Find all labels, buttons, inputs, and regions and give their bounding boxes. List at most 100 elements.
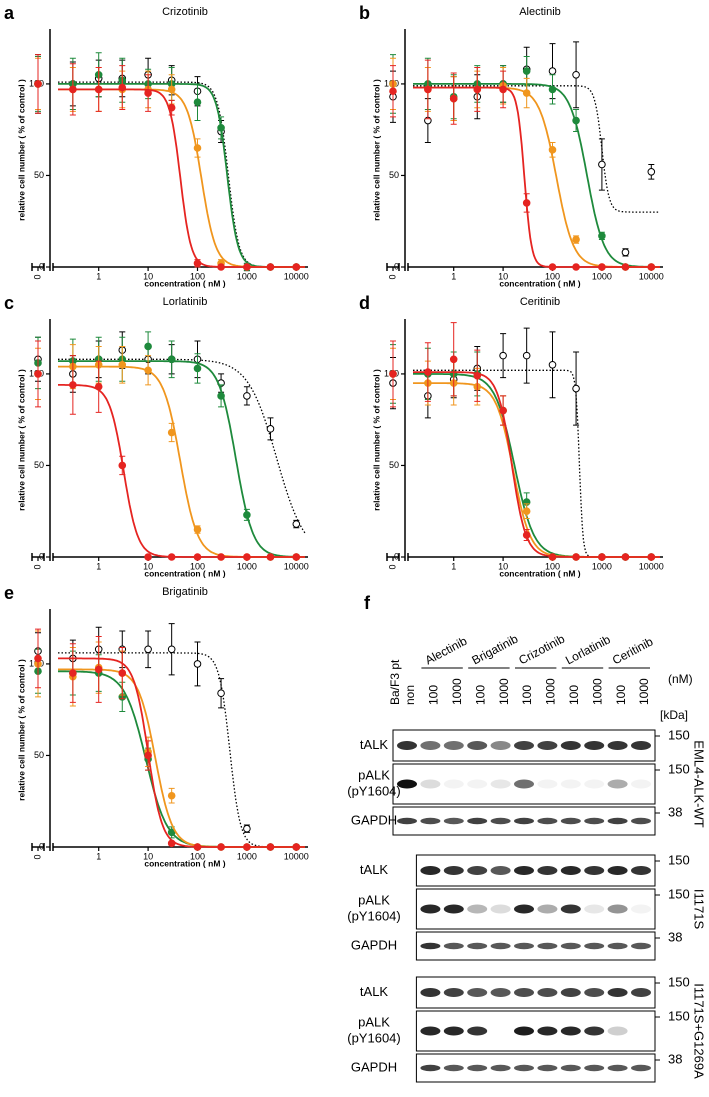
data-point: [193, 98, 202, 107]
data-point: [34, 80, 42, 88]
data-point: [94, 665, 103, 674]
band: [607, 779, 628, 789]
y-tick-label: 50: [389, 460, 399, 470]
band: [514, 1064, 534, 1072]
data-point: [572, 553, 580, 561]
fit-curve: [58, 657, 305, 848]
data-point: [243, 824, 251, 833]
band: [443, 988, 464, 997]
band: [560, 904, 581, 914]
x-tick-label: 1: [96, 851, 101, 861]
data-point: [118, 360, 127, 369]
data-point: [621, 248, 630, 257]
data-point: [499, 351, 507, 360]
x-tick-label: 100: [545, 561, 560, 571]
x-tick-label: 10000: [284, 271, 309, 281]
band: [560, 1026, 581, 1036]
data-point: [292, 553, 301, 561]
chart-title: Ceritinib: [520, 296, 560, 308]
band: [443, 1064, 464, 1072]
y-tick-label: 0: [39, 261, 44, 271]
band: [467, 904, 488, 914]
dose-label: 100: [473, 685, 487, 705]
dose-label: 1000: [544, 678, 558, 705]
band: [560, 866, 581, 875]
band: [467, 817, 488, 825]
band: [420, 904, 441, 914]
dose-label: 100: [520, 685, 534, 705]
fit-curve: [58, 358, 306, 534]
mw-unit: [kDa]: [660, 708, 688, 722]
data-point: [266, 553, 275, 561]
band: [420, 817, 441, 825]
dose-unit: (nM): [668, 672, 693, 686]
y-axis-label: relative cell number ( % of control ): [16, 659, 26, 801]
fit-curve: [413, 382, 660, 558]
band: [490, 988, 511, 997]
band: [443, 779, 464, 789]
data-point: [243, 392, 251, 400]
band: [420, 779, 441, 789]
x-tick-label: 10000: [639, 271, 664, 281]
x-tick-label: 1000: [592, 561, 612, 571]
data-point: [389, 370, 397, 378]
fit-curve: [58, 652, 305, 848]
data-point: [548, 360, 557, 369]
data-point: [473, 371, 482, 380]
data-point: [243, 553, 251, 561]
band: [467, 1026, 488, 1036]
data-point: [144, 553, 152, 561]
mw-label: 38: [668, 929, 682, 944]
row-label: (pY1604): [347, 908, 400, 923]
band: [607, 988, 628, 997]
x-tick-label: 0: [32, 274, 42, 279]
band: [514, 942, 534, 950]
band: [631, 1064, 651, 1072]
y-tick-label: 50: [34, 460, 44, 470]
data-point: [243, 263, 251, 271]
data-point: [449, 94, 458, 103]
cell-label: Ba/F3 pt: [388, 659, 402, 705]
y-axis-label: relative cell number ( % of control ): [16, 79, 26, 221]
band: [490, 866, 511, 875]
x-axis-label: concentration ( nM ): [144, 568, 225, 578]
data-point: [522, 67, 531, 75]
band: [420, 741, 441, 750]
band: [537, 866, 558, 875]
band: [443, 904, 464, 914]
band: [537, 741, 558, 750]
y-axis-label: relative cell number ( % of control ): [16, 369, 26, 511]
mw-label: 150: [668, 727, 690, 742]
chart-title: Lorlatinib: [163, 296, 208, 308]
data-point: [193, 553, 202, 561]
band: [514, 779, 534, 789]
band: [467, 1064, 488, 1072]
band: [607, 1064, 628, 1072]
band: [490, 942, 511, 950]
data-point: [217, 553, 225, 561]
band: [514, 1026, 534, 1036]
data-point: [69, 381, 77, 389]
dose-label: 1000: [497, 678, 511, 705]
drug-label: Crizotinib: [516, 631, 567, 667]
dose-label: 100: [614, 685, 628, 705]
band: [490, 1064, 511, 1072]
dose-label: 1000: [590, 678, 604, 705]
row-label: (pY1604): [347, 1030, 400, 1045]
data-point: [217, 124, 225, 132]
data-point: [167, 645, 176, 654]
data-point: [34, 370, 42, 378]
fit-curve: [58, 668, 305, 848]
band: [607, 904, 628, 914]
band: [397, 741, 417, 750]
band: [443, 866, 464, 875]
data-point: [144, 89, 152, 97]
mw-label: 150: [668, 852, 690, 867]
fit-curve: [58, 88, 305, 268]
fit-curve: [58, 670, 305, 848]
data-point: [424, 368, 432, 376]
data-point: [598, 263, 606, 271]
band: [490, 904, 511, 914]
band: [584, 1026, 605, 1036]
